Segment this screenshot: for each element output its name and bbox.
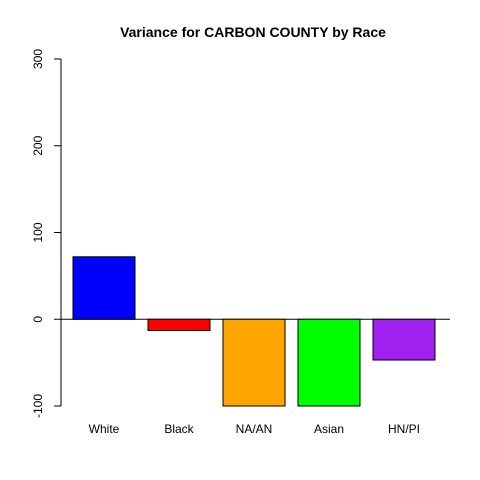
- bar-white: [72, 256, 136, 320]
- chart-title: Variance for CARBON COUNTY by Race: [120, 24, 386, 40]
- x-tick-label: Black: [164, 422, 194, 436]
- x-tick-label: White: [89, 422, 120, 436]
- y-tick-label: 200: [31, 135, 45, 155]
- bars: [72, 256, 436, 407]
- y-tick-label: 0: [31, 316, 45, 323]
- bar-na-an: [222, 318, 286, 407]
- y-tick-label: 100: [31, 222, 45, 242]
- bar-black: [147, 318, 211, 332]
- x-axis-labels: White Black NA/AN Asian HN/PI: [89, 422, 420, 436]
- x-tick-label: NA/AN: [236, 422, 273, 436]
- y-tick-label: -100: [31, 394, 45, 418]
- x-tick-label: HN/PI: [388, 422, 420, 436]
- bar-asian: [297, 318, 361, 407]
- x-tick-label: Asian: [314, 422, 344, 436]
- y-tick-label: 300: [31, 49, 45, 69]
- y-axis-ticks: -100 0 100 200 300: [31, 49, 61, 418]
- bar-hn-pi: [372, 318, 436, 361]
